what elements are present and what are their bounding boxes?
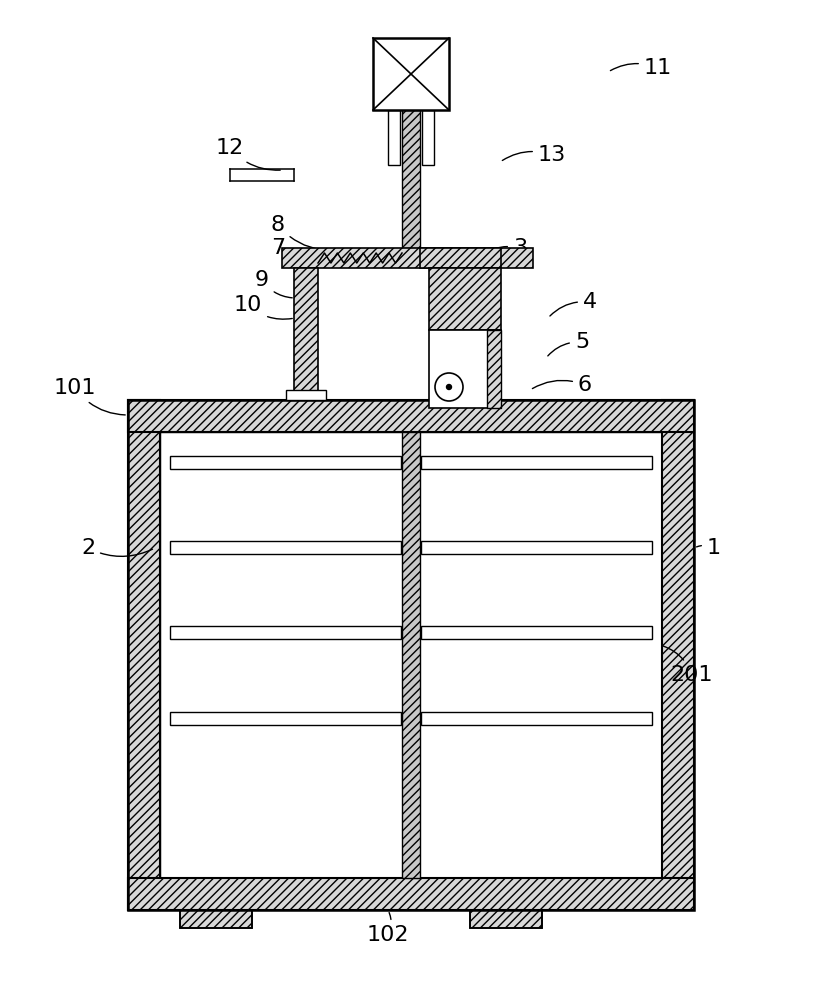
Text: 12: 12 xyxy=(216,138,280,170)
Bar xyxy=(128,878,694,910)
Text: 3: 3 xyxy=(480,238,527,258)
Bar xyxy=(429,330,501,408)
Bar xyxy=(128,400,160,910)
Bar xyxy=(470,910,542,928)
Bar xyxy=(421,456,652,469)
Text: 11: 11 xyxy=(611,58,672,78)
Text: 7: 7 xyxy=(271,238,322,260)
Bar xyxy=(487,330,501,408)
Bar xyxy=(128,400,694,432)
Bar xyxy=(429,268,501,330)
Bar xyxy=(286,390,326,400)
Bar xyxy=(402,432,420,878)
Text: 10: 10 xyxy=(233,295,293,319)
Bar xyxy=(128,400,694,910)
Bar xyxy=(170,541,401,554)
Bar xyxy=(662,400,694,910)
Text: 5: 5 xyxy=(547,332,589,356)
Text: 201: 201 xyxy=(663,646,713,685)
Text: 13: 13 xyxy=(502,145,566,165)
Text: 101: 101 xyxy=(53,378,125,415)
Bar xyxy=(470,910,542,928)
Text: 102: 102 xyxy=(367,913,409,945)
Bar xyxy=(170,456,401,469)
Bar xyxy=(294,268,318,400)
Text: 6: 6 xyxy=(533,375,592,395)
Text: 4: 4 xyxy=(550,292,597,316)
Bar xyxy=(180,910,252,928)
Bar xyxy=(421,712,652,725)
Text: 9: 9 xyxy=(255,270,293,298)
Bar xyxy=(422,110,434,165)
Bar xyxy=(421,626,652,639)
Circle shape xyxy=(446,384,451,389)
Bar xyxy=(170,626,401,639)
Bar xyxy=(180,910,252,928)
Bar xyxy=(282,248,533,268)
Text: 2: 2 xyxy=(81,538,153,558)
Bar xyxy=(373,38,449,110)
Bar xyxy=(420,248,501,268)
Text: 1: 1 xyxy=(696,538,721,558)
Bar xyxy=(402,110,420,248)
Bar xyxy=(388,110,400,165)
Bar xyxy=(421,541,652,554)
Bar xyxy=(160,432,662,878)
Bar xyxy=(170,712,401,725)
Text: 8: 8 xyxy=(271,215,332,250)
